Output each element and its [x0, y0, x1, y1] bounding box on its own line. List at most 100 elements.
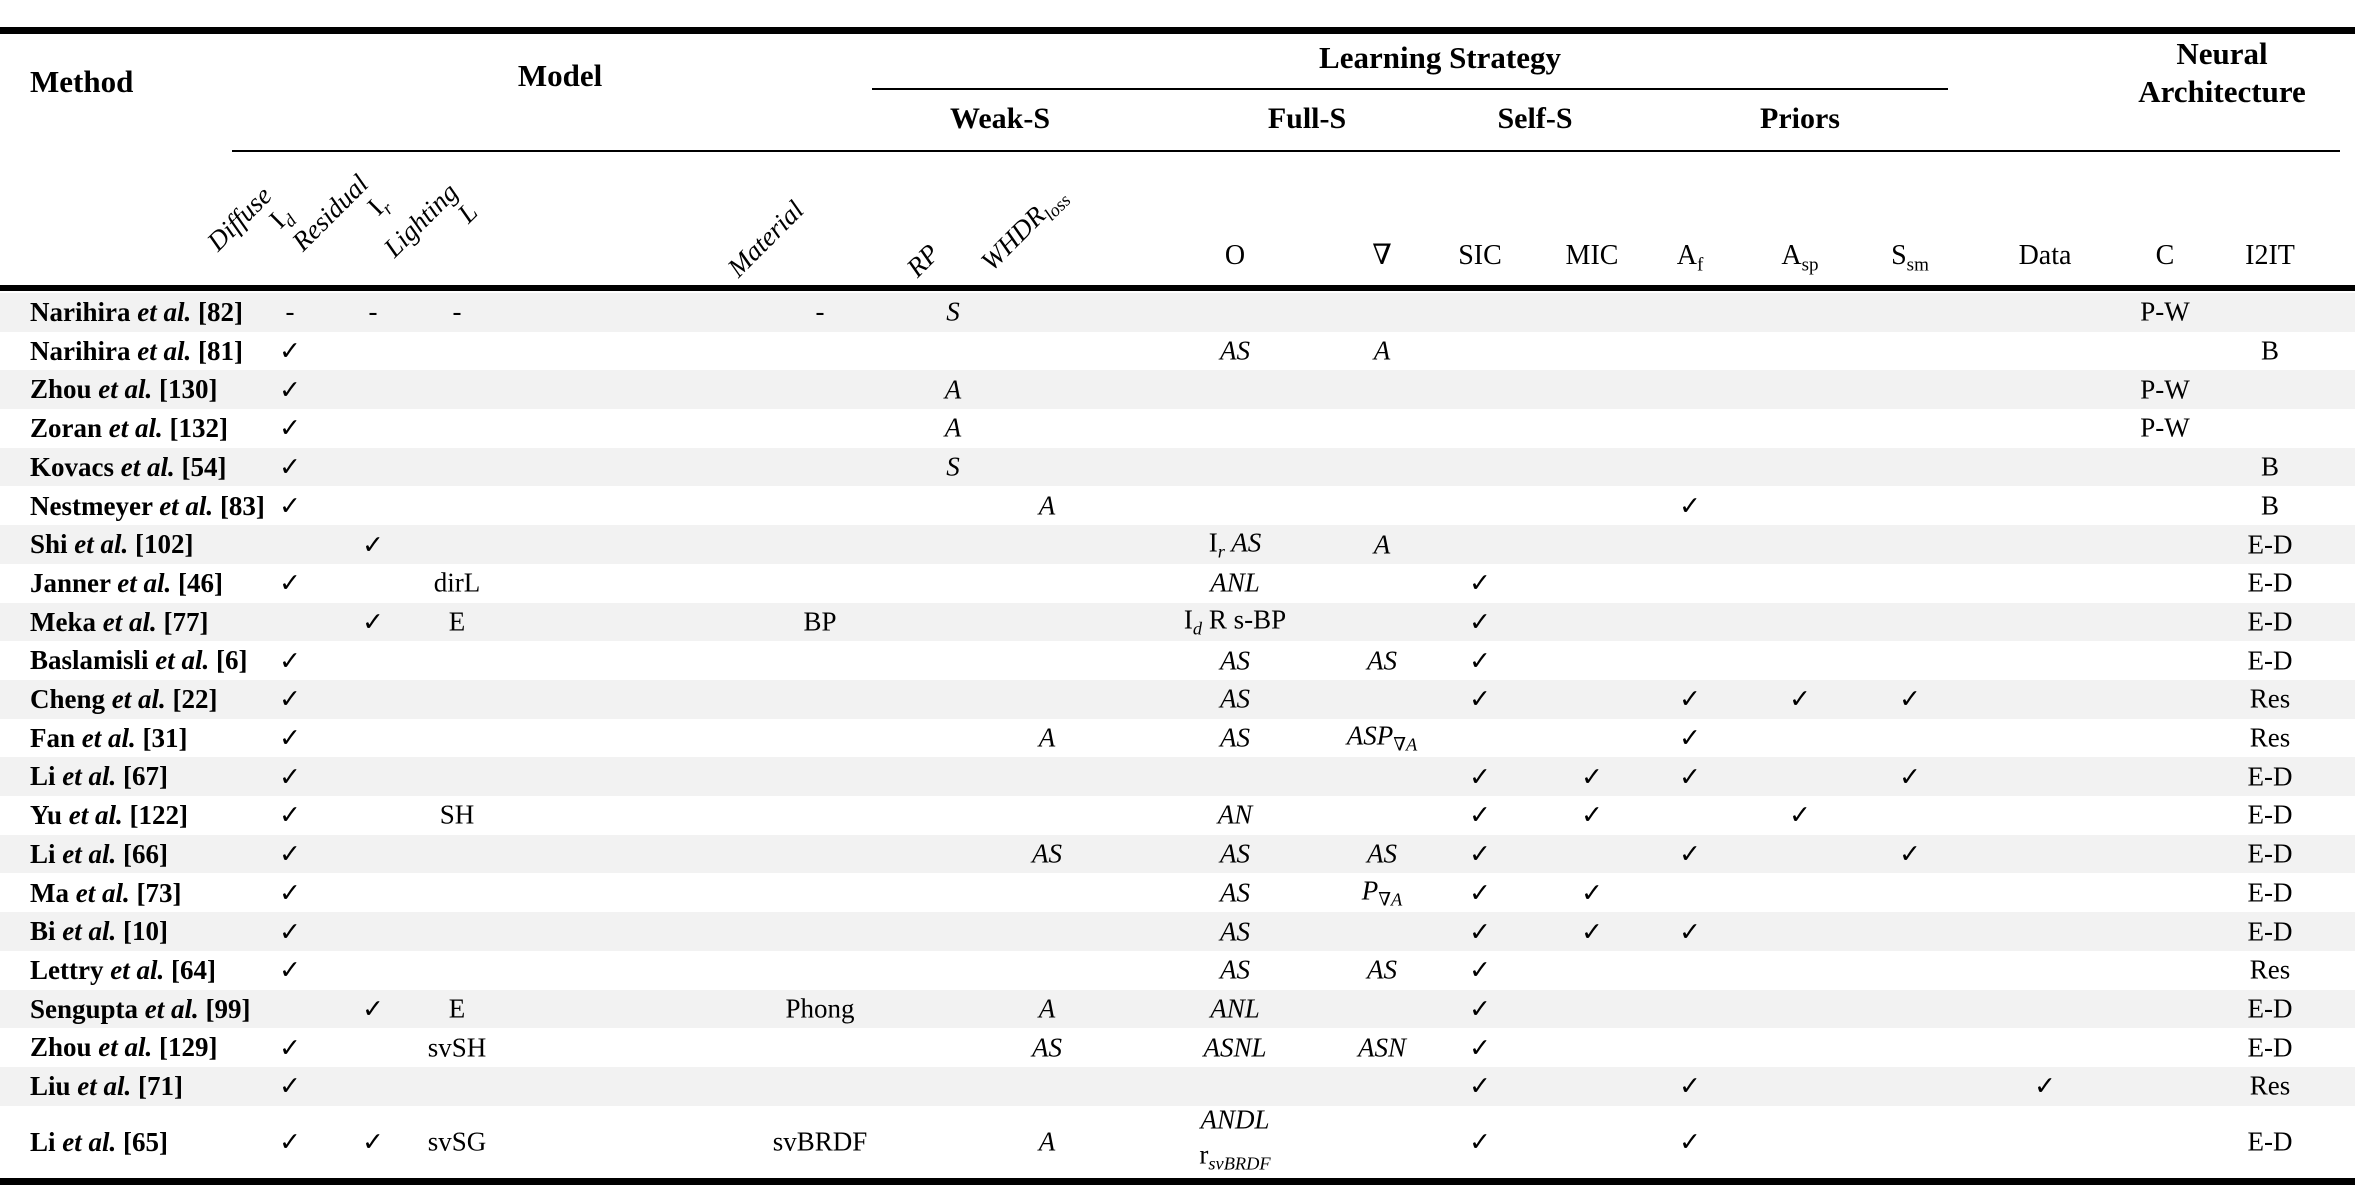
- text-run: d: [1192, 618, 1203, 639]
- method-name: Cheng et al. [22]: [30, 680, 218, 719]
- method-name-part: et al.: [62, 916, 117, 947]
- method-name-part: Meka: [30, 606, 103, 637]
- method-name: Fan et al. [31]: [30, 719, 188, 758]
- text-run: -: [452, 296, 462, 327]
- text-run: ASN: [1357, 1032, 1407, 1063]
- cell-grad: AS: [1367, 839, 1397, 870]
- cell-grad: P∇A: [1362, 875, 1403, 910]
- cell-grad: AS: [1367, 955, 1397, 986]
- cell-i2it: E-D: [2248, 916, 2293, 947]
- cell-ir: ✓: [362, 529, 384, 560]
- text-run: I2IT: [2245, 240, 2295, 271]
- learning-strategy-underline: [872, 88, 1948, 90]
- method-name: Meka et al. [77]: [30, 603, 208, 642]
- cell-o: ANL: [1210, 993, 1260, 1024]
- cell-i2it: E-D: [2248, 529, 2293, 560]
- cell-o: AS: [1220, 723, 1250, 754]
- cell-whdr: A: [1039, 1126, 1056, 1157]
- text-run: AS: [1220, 335, 1250, 366]
- cell-o: AS: [1220, 955, 1250, 986]
- text-run: E-D: [2247, 799, 2293, 830]
- text-run: E-D: [2247, 1032, 2293, 1063]
- method-name-part: [81]: [191, 335, 243, 366]
- check-mark: ✓: [1679, 1071, 1701, 1102]
- text-run: ANL: [1210, 567, 1260, 598]
- method-name-part: [132]: [162, 413, 228, 444]
- check-mark: ✓: [1899, 684, 1921, 715]
- method-name-part: [130]: [152, 374, 218, 405]
- text-run: S: [946, 451, 960, 482]
- cell-i2it: E-D: [2248, 1126, 2293, 1157]
- check-mark: ✓: [279, 955, 301, 986]
- cell-sic: ✓: [1469, 645, 1491, 676]
- cell-mic: ✓: [1581, 916, 1603, 947]
- method-name-part: et al.: [108, 413, 163, 444]
- text-run: Res: [2249, 954, 2291, 985]
- text-run: AS: [1032, 1032, 1062, 1063]
- cell-sic: ✓: [1469, 568, 1491, 599]
- check-mark: ✓: [1899, 762, 1921, 793]
- group-header-neural: Neural: [2176, 36, 2268, 71]
- col-header-o: O: [1225, 236, 1245, 276]
- check-mark: ✓: [1469, 1127, 1491, 1158]
- method-name: Sengupta et al. [99]: [30, 990, 251, 1029]
- cell-id: ✓: [279, 955, 301, 986]
- check-mark: ✓: [279, 917, 301, 948]
- check-mark: ✓: [1469, 839, 1491, 870]
- method-name-part: [66]: [116, 838, 168, 869]
- text-run: E-D: [2247, 761, 2293, 792]
- col-header-af: Af: [1677, 236, 1704, 276]
- col-header-c: C: [2156, 236, 2175, 276]
- cell-rp: A: [945, 413, 962, 444]
- check-mark: ✓: [279, 723, 301, 754]
- text-run: E-D: [2247, 606, 2293, 637]
- text-run: A: [1391, 889, 1403, 910]
- cell-whdr: AS: [1032, 1032, 1062, 1063]
- method-name-part: Zhou: [30, 374, 99, 405]
- text-run: AS: [1367, 645, 1397, 676]
- method-name-part: [6]: [209, 645, 248, 676]
- col-header-i2it: I2IT: [2245, 236, 2295, 276]
- check-mark: ✓: [1581, 917, 1603, 948]
- cell-sic: ✓: [1469, 684, 1491, 715]
- cell-af: ✓: [1679, 1071, 1701, 1102]
- text-run: RP: [900, 238, 946, 283]
- method-name-part: [99]: [198, 993, 251, 1024]
- check-mark: ✓: [362, 1127, 384, 1158]
- method-name-part: Lettry: [30, 954, 111, 985]
- text-run: E-D: [2247, 645, 2293, 676]
- cell-ir: -: [369, 297, 378, 328]
- text-run: E-D: [2247, 529, 2293, 560]
- check-mark: ✓: [362, 530, 384, 561]
- cell-i2it: E-D: [2248, 606, 2293, 637]
- method-name-part: Zoran: [30, 413, 109, 444]
- text-run: MIC: [1565, 240, 1619, 271]
- cell-sic: ✓: [1469, 761, 1491, 792]
- method-name-part: Shi: [30, 529, 75, 560]
- text-run: P: [1361, 875, 1379, 906]
- check-mark: ✓: [1679, 684, 1701, 715]
- check-mark: ✓: [279, 878, 301, 909]
- cell-id: ✓: [279, 413, 301, 444]
- text-run: AS: [1224, 526, 1262, 557]
- cell-grad: ASN: [1358, 1032, 1406, 1063]
- row-stripe: [0, 447, 2355, 487]
- text-run: svSH: [427, 1032, 487, 1063]
- cell-i2it: E-D: [2248, 568, 2293, 599]
- cell-c: P-W: [2140, 297, 2190, 328]
- cell-ir: ✓: [362, 1126, 384, 1157]
- text-run: E: [448, 993, 466, 1024]
- check-mark: ✓: [2034, 1071, 2056, 1102]
- text-run: BP: [803, 606, 837, 637]
- cell-rp: S: [946, 297, 960, 328]
- check-mark: ✓: [279, 413, 301, 444]
- text-run: svBRDF: [772, 1126, 868, 1157]
- cell-af: ✓: [1679, 1126, 1701, 1157]
- cell-af: ✓: [1679, 490, 1701, 521]
- check-mark: ✓: [1469, 684, 1491, 715]
- cell-sic: ✓: [1469, 993, 1491, 1024]
- text-run: P-W: [2140, 374, 2190, 405]
- text-run: E-D: [2247, 838, 2293, 869]
- cell-rp: S: [946, 452, 960, 483]
- check-mark: ✓: [1469, 646, 1491, 677]
